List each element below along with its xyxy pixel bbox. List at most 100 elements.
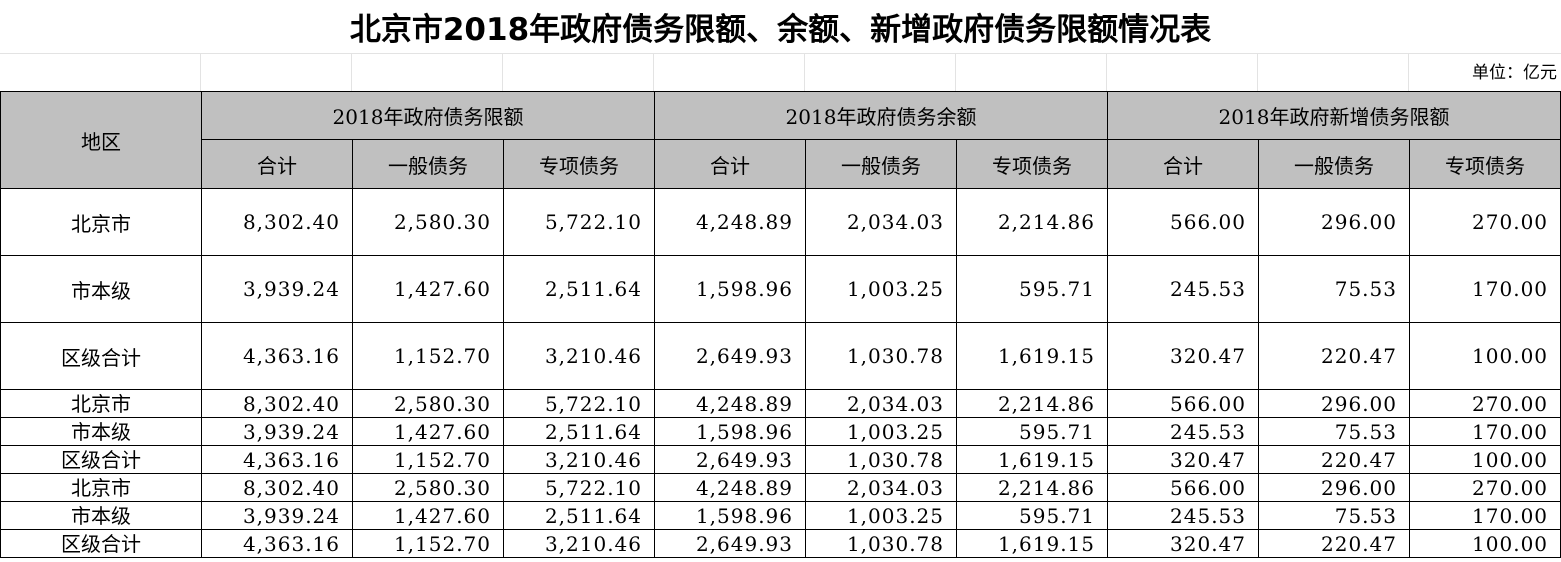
value-cell[interactable]: 3,210.46 [503,322,655,390]
value-cell[interactable]: 296.00 [1258,188,1410,256]
value-cell[interactable]: 4,363.16 [201,445,353,474]
value-cell[interactable]: 1,427.60 [352,255,504,323]
sub-header[interactable]: 一般债务 [352,139,504,189]
value-cell[interactable]: 75.53 [1258,501,1410,530]
value-cell[interactable]: 2,511.64 [503,255,655,323]
value-cell[interactable]: 270.00 [1408,473,1561,502]
group-header-limit[interactable]: 2018年政府债务限额 [201,91,655,140]
region-cell[interactable]: 市本级 [0,255,202,323]
region-header[interactable]: 地区 [0,91,202,189]
value-cell[interactable]: 1,152.70 [352,322,504,390]
value-cell[interactable]: 170.00 [1408,255,1561,323]
value-cell[interactable]: 75.53 [1258,417,1410,446]
value-cell[interactable]: 566.00 [1107,389,1259,418]
value-cell[interactable]: 320.47 [1107,322,1259,390]
value-cell[interactable]: 2,034.03 [805,389,957,418]
value-cell[interactable]: 1,619.15 [956,322,1108,390]
sub-header[interactable]: 合计 [201,139,353,189]
value-cell[interactable]: 1,003.25 [805,255,957,323]
value-cell[interactable]: 595.71 [956,417,1108,446]
value-cell[interactable]: 170.00 [1408,417,1561,446]
value-cell[interactable]: 2,580.30 [352,389,504,418]
value-cell[interactable]: 8,302.40 [201,473,353,502]
sub-header[interactable]: 一般债务 [805,139,957,189]
value-cell[interactable]: 1,598.96 [654,501,806,530]
value-cell[interactable]: 1,598.96 [654,417,806,446]
region-cell[interactable]: 市本级 [0,417,202,446]
value-cell[interactable]: 2,034.03 [805,188,957,256]
value-cell[interactable]: 170.00 [1408,501,1561,530]
value-cell[interactable]: 1,030.78 [805,322,957,390]
value-cell[interactable]: 1,030.78 [805,529,957,558]
sub-header[interactable]: 专项债务 [956,139,1108,189]
value-cell[interactable]: 8,302.40 [201,188,353,256]
value-cell[interactable]: 2,511.64 [503,501,655,530]
value-cell[interactable]: 2,649.93 [654,322,806,390]
value-cell[interactable]: 3,210.46 [503,445,655,474]
value-cell[interactable]: 245.53 [1107,417,1259,446]
value-cell[interactable]: 296.00 [1258,389,1410,418]
value-cell[interactable]: 1,427.60 [352,501,504,530]
value-cell[interactable]: 220.47 [1258,445,1410,474]
value-cell[interactable]: 1,619.15 [956,529,1108,558]
value-cell[interactable]: 1,619.15 [956,445,1108,474]
value-cell[interactable]: 2,214.86 [956,188,1108,256]
value-cell[interactable]: 100.00 [1408,445,1561,474]
value-cell[interactable]: 245.53 [1107,501,1259,530]
value-cell[interactable]: 220.47 [1258,529,1410,558]
value-cell[interactable]: 1,003.25 [805,417,957,446]
value-cell[interactable]: 1,598.96 [654,255,806,323]
region-cell[interactable]: 区级合计 [0,322,202,390]
value-cell[interactable]: 320.47 [1107,529,1259,558]
region-cell[interactable]: 市本级 [0,501,202,530]
region-cell[interactable]: 区级合计 [0,529,202,558]
value-cell[interactable]: 2,214.86 [956,473,1108,502]
group-header-new-limit[interactable]: 2018年政府新增债务限额 [1106,91,1561,140]
value-cell[interactable]: 4,248.89 [654,389,806,418]
value-cell[interactable]: 595.71 [956,501,1108,530]
sub-header[interactable]: 合计 [1107,139,1259,189]
value-cell[interactable]: 566.00 [1107,188,1259,256]
value-cell[interactable]: 270.00 [1408,188,1561,256]
value-cell[interactable]: 1,427.60 [352,417,504,446]
value-cell[interactable]: 595.71 [956,255,1108,323]
region-cell[interactable]: 北京市 [0,473,202,502]
sub-header[interactable]: 专项债务 [1408,139,1561,189]
region-cell[interactable]: 区级合计 [0,445,202,474]
value-cell[interactable]: 100.00 [1408,322,1561,390]
value-cell[interactable]: 5,722.10 [503,389,655,418]
sub-header[interactable]: 合计 [654,139,806,189]
value-cell[interactable]: 2,214.86 [956,389,1108,418]
value-cell[interactable]: 566.00 [1107,473,1259,502]
value-cell[interactable]: 4,363.16 [201,322,353,390]
value-cell[interactable]: 4,248.89 [654,473,806,502]
region-cell[interactable]: 北京市 [0,389,202,418]
value-cell[interactable]: 5,722.10 [503,473,655,502]
sub-header[interactable]: 一般债务 [1258,139,1410,189]
value-cell[interactable]: 8,302.40 [201,389,353,418]
value-cell[interactable]: 3,939.24 [201,501,353,530]
value-cell[interactable]: 3,939.24 [201,255,353,323]
value-cell[interactable]: 3,210.46 [503,529,655,558]
sub-header[interactable]: 专项债务 [503,139,655,189]
value-cell[interactable]: 4,248.89 [654,188,806,256]
value-cell[interactable]: 296.00 [1258,473,1410,502]
value-cell[interactable]: 1,030.78 [805,445,957,474]
value-cell[interactable]: 1,003.25 [805,501,957,530]
value-cell[interactable]: 1,152.70 [352,445,504,474]
value-cell[interactable]: 1,152.70 [352,529,504,558]
value-cell[interactable]: 270.00 [1408,389,1561,418]
value-cell[interactable]: 2,649.93 [654,529,806,558]
value-cell[interactable]: 2,511.64 [503,417,655,446]
value-cell[interactable]: 220.47 [1258,322,1410,390]
value-cell[interactable]: 100.00 [1408,529,1561,558]
value-cell[interactable]: 320.47 [1107,445,1259,474]
value-cell[interactable]: 75.53 [1258,255,1410,323]
value-cell[interactable]: 3,939.24 [201,417,353,446]
group-header-balance[interactable]: 2018年政府债务余额 [654,91,1108,140]
region-cell[interactable]: 北京市 [0,188,202,256]
value-cell[interactable]: 5,722.10 [503,188,655,256]
value-cell[interactable]: 2,580.30 [352,188,504,256]
value-cell[interactable]: 2,034.03 [805,473,957,502]
value-cell[interactable]: 4,363.16 [201,529,353,558]
